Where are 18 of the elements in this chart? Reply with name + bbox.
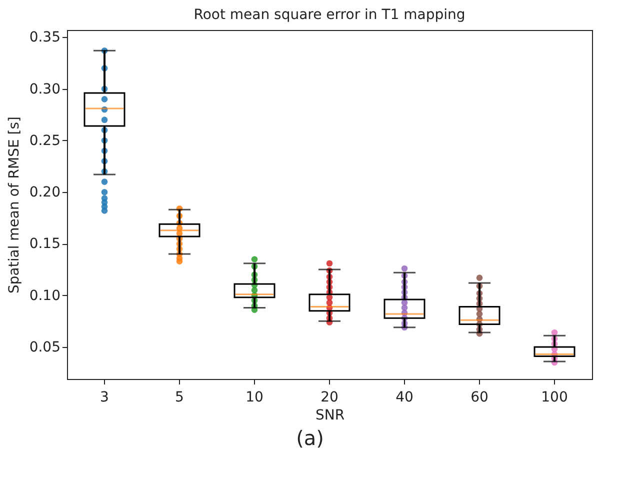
x-tick-label: 5	[175, 390, 184, 406]
x-tick-label: 40	[396, 390, 414, 406]
x-tick-label: 20	[320, 390, 338, 406]
x-tick-label: 60	[470, 390, 488, 406]
y-axis-title: Spatial mean of RMSE [s]	[6, 116, 22, 294]
x-tick-label: 10	[246, 390, 264, 406]
y-tick-label: 0.15	[29, 236, 60, 252]
y-tick-label: 0.30	[29, 81, 60, 98]
x-tick-label: 100	[541, 390, 568, 406]
text: (a)	[295, 426, 325, 450]
chart-title: Root mean square error in T1 mapping	[194, 7, 466, 23]
y-tick-label: 0.25	[29, 132, 60, 149]
y-tick-label: 0.35	[29, 30, 60, 46]
y-tick-label: 0.05	[29, 339, 60, 356]
y-tick-label: 0.10	[29, 288, 60, 304]
x-tick-label: 3	[100, 390, 109, 406]
y-tick-label: 0.20	[29, 184, 60, 201]
x-axis-title: SNR	[315, 408, 345, 424]
